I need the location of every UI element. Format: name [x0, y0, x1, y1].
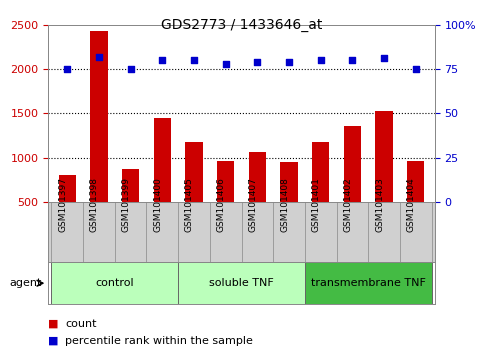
Text: GSM101405: GSM101405 — [185, 177, 194, 232]
Text: ■: ■ — [48, 336, 58, 346]
Point — [380, 56, 388, 61]
Bar — [249, 152, 266, 246]
Text: GSM101408: GSM101408 — [280, 177, 289, 232]
Text: GSM101406: GSM101406 — [217, 177, 226, 232]
Bar — [407, 161, 425, 246]
Bar — [312, 142, 329, 246]
Bar — [178, 262, 305, 304]
Text: control: control — [96, 278, 134, 288]
Point — [317, 57, 325, 63]
Text: count: count — [65, 319, 97, 329]
Text: percentile rank within the sample: percentile rank within the sample — [65, 336, 253, 346]
Bar — [375, 111, 393, 246]
Text: GSM101399: GSM101399 — [122, 177, 130, 232]
Text: agent: agent — [10, 278, 42, 288]
Point — [127, 66, 134, 72]
Point — [285, 59, 293, 65]
Point — [222, 61, 229, 67]
Text: GDS2773 / 1433646_at: GDS2773 / 1433646_at — [161, 18, 322, 32]
Bar — [58, 175, 76, 246]
Point — [158, 57, 166, 63]
Text: GSM101404: GSM101404 — [407, 177, 416, 232]
Text: soluble TNF: soluble TNF — [209, 278, 274, 288]
Bar — [90, 31, 108, 246]
Point — [254, 59, 261, 65]
Point — [95, 54, 103, 59]
Text: GSM101397: GSM101397 — [58, 177, 67, 232]
Text: GSM101402: GSM101402 — [343, 177, 353, 232]
Text: GSM101403: GSM101403 — [375, 177, 384, 232]
Bar — [154, 118, 171, 246]
Text: ■: ■ — [48, 319, 58, 329]
Bar — [185, 142, 203, 246]
Text: transmembrane TNF: transmembrane TNF — [311, 278, 426, 288]
Point — [349, 57, 356, 63]
Point — [412, 66, 420, 72]
Bar — [305, 262, 431, 304]
Bar — [52, 262, 178, 304]
Point — [63, 66, 71, 72]
Bar — [122, 169, 140, 246]
Bar — [280, 162, 298, 246]
Text: GSM101407: GSM101407 — [248, 177, 257, 232]
Text: GSM101398: GSM101398 — [90, 177, 99, 232]
Text: GSM101401: GSM101401 — [312, 177, 321, 232]
Point — [190, 57, 198, 63]
Bar — [217, 161, 234, 246]
Text: GSM101400: GSM101400 — [153, 177, 162, 232]
Bar — [343, 126, 361, 246]
